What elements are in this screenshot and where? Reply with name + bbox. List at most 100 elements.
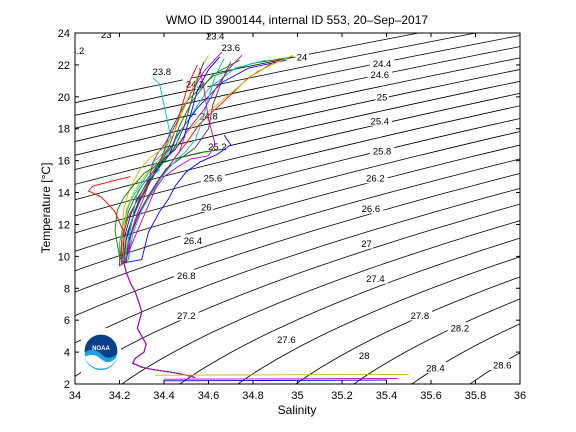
x-tick-label-7: 35.4 — [376, 390, 397, 402]
y-tick-label-11: 24 — [58, 28, 70, 40]
isopycnal-label-bg-14 — [369, 145, 395, 157]
isopycnal-label-17: 26.4 — [184, 236, 203, 247]
isopycnal-labels: 2323.223.423.623.82424.224.424.624.82525… — [66, 30, 515, 375]
isopycnal-label-19: 26.8 — [177, 271, 196, 282]
isopycnal-label-bg-24 — [407, 309, 433, 321]
x-tick-label-1: 34.2 — [109, 390, 130, 402]
isopycnal-line-17 — [179, 237, 520, 384]
noaa-logo-text: NOAA — [92, 346, 110, 352]
surface-line-0 — [155, 373, 409, 376]
isopycnal-label-bg-15 — [199, 200, 213, 212]
y-tick-label-3: 8 — [64, 283, 70, 295]
isopycnal-label-bg-13 — [200, 172, 226, 184]
x-tick-label-6: 35.2 — [331, 390, 352, 402]
isopycnal-label-28: 28.6 — [493, 360, 512, 371]
isopycnal-label-15: 26 — [201, 202, 212, 213]
isopycnal-label-1: 23.2 — [66, 46, 85, 57]
isopycnal-label-14: 25.8 — [373, 147, 392, 158]
x-tick-label-2: 34.4 — [153, 390, 174, 402]
isopycnal-label-10: 25 — [377, 92, 388, 103]
isopycnal-line-16 — [121, 220, 520, 384]
isopycnal-label-2: 23.4 — [206, 32, 225, 43]
x-axis-label: Salinity — [278, 403, 317, 417]
x-tick-label-5: 35 — [291, 390, 303, 402]
y-axis: 24 6 8 10 12 14 16 18 20 22 24 — [58, 28, 520, 391]
y-tick-label-6: 14 — [58, 188, 70, 200]
isopycnal-label-5: 24 — [297, 52, 308, 63]
chart-title: WMO ID 3900144, internal ID 553, 20–Sep–… — [166, 13, 428, 27]
isopycnal-label-bg-12 — [367, 114, 392, 126]
isopycnal-label-11: 25.2 — [208, 142, 227, 153]
isopycnal-label-bg-6 — [182, 78, 208, 90]
y-tick-label-1: 4 — [64, 347, 70, 359]
isopycnal-label-bg-28 — [490, 358, 515, 370]
isopycnal-label-4: 23.8 — [153, 67, 172, 78]
isopycnal-label-8: 24.6 — [371, 70, 390, 81]
isopycnal-label-25: 28 — [359, 351, 370, 362]
isopycnal-label-bg-20 — [359, 237, 374, 249]
isopycnal-label-16: 26.2 — [366, 174, 385, 185]
isopycnal-label-24: 27.8 — [411, 311, 430, 322]
y-tick-label-4: 10 — [58, 251, 70, 263]
profile-line-18 — [123, 68, 216, 379]
isopycnal-label-bg-4 — [149, 65, 174, 77]
x-tick-label-8: 35.6 — [420, 390, 441, 402]
y-tick-label-5: 12 — [58, 219, 70, 231]
isopycnal-label-bg-8 — [367, 68, 392, 80]
y-axis-label: Temperature [°C] — [39, 163, 53, 254]
isopycnal-label-27: 28.4 — [426, 364, 445, 375]
isopycnal-label-bg-5 — [295, 50, 309, 62]
isopycnal-label-bg-27 — [423, 362, 448, 373]
profile-lines — [87, 51, 409, 382]
isopycnal-label-bg-21 — [174, 309, 199, 321]
isopycnal-label-20: 27 — [361, 239, 372, 250]
isopycnal-label-bg-18 — [358, 202, 384, 214]
isopycnal-line-20 — [353, 298, 520, 384]
isopycnal-label-bg-16 — [363, 172, 388, 184]
isopycnal-label-18: 26.6 — [362, 204, 381, 215]
isopycnal-label-bg-0 — [99, 33, 113, 40]
isopycnal-label-bg-25 — [357, 349, 371, 361]
surface-line-1 — [163, 377, 398, 380]
x-tick-label-3: 34.6 — [198, 390, 219, 402]
isopycnal-label-bg-3 — [218, 41, 243, 53]
y-tick-label-8: 18 — [58, 124, 70, 136]
isopycnal-label-23: 27.6 — [277, 335, 296, 346]
isopycnal-label-bg-22 — [363, 272, 388, 284]
isopycnal-label-bg-11 — [205, 140, 230, 152]
isopycnal-label-bg-19 — [174, 269, 199, 281]
isopycnal-label-26: 28.2 — [451, 324, 470, 335]
y-tick-label-9: 20 — [58, 92, 70, 104]
isopycnal-label-13: 25.6 — [204, 174, 223, 185]
isopycnal-line-19 — [295, 276, 520, 384]
x-tick-label-10: 36 — [514, 390, 526, 402]
x-tick-label-4: 34.8 — [242, 390, 263, 402]
isopycnal-label-bg-23 — [274, 333, 299, 345]
y-tick-label-10: 22 — [58, 60, 70, 72]
y-tick-label-2: 6 — [64, 315, 70, 327]
isopycnal-label-6: 24.2 — [186, 80, 205, 91]
isopycnal-label-22: 27.4 — [366, 274, 385, 285]
x-tick-label-0: 34 — [69, 390, 81, 402]
x-tick-label-9: 35.8 — [465, 390, 486, 402]
isopycnal-label-12: 25.4 — [371, 116, 390, 127]
isopycnal-label-bg-10 — [375, 90, 389, 102]
y-tick-label-7: 16 — [58, 156, 70, 168]
isopycnal-label-bg-7 — [369, 57, 395, 69]
isopycnal-label-bg-17 — [180, 234, 206, 246]
isopycnal-label-bg-1 — [75, 44, 88, 56]
isopycnal-label-bg-26 — [447, 322, 473, 334]
isopycnal-label-21: 27.2 — [177, 311, 196, 322]
isopycnal-label-0: 23 — [101, 30, 112, 41]
